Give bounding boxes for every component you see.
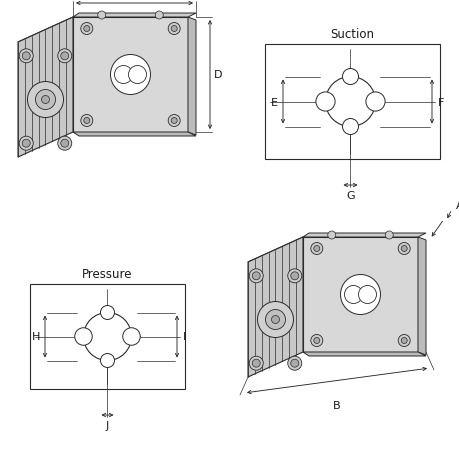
Text: A: A [455,201,459,211]
Polygon shape [302,352,425,356]
Bar [264,45,439,160]
Circle shape [123,328,140,346]
Circle shape [325,77,375,127]
Circle shape [313,246,319,252]
Circle shape [19,137,33,151]
Circle shape [365,93,384,112]
Text: Pressure: Pressure [82,268,133,281]
Circle shape [287,269,301,283]
Circle shape [41,96,50,104]
Text: C: C [130,0,138,1]
Circle shape [84,313,131,361]
Circle shape [315,93,334,112]
Circle shape [327,231,335,240]
Polygon shape [417,237,425,355]
Polygon shape [247,237,417,263]
Circle shape [252,272,260,280]
Polygon shape [73,14,196,18]
Circle shape [114,67,132,84]
Circle shape [22,53,30,61]
Text: B: B [332,400,340,410]
Circle shape [100,354,114,368]
Text: F: F [437,97,443,107]
Polygon shape [73,18,188,133]
Circle shape [22,140,30,148]
Circle shape [252,359,260,367]
Circle shape [171,118,177,124]
Text: D: D [213,70,222,80]
Circle shape [84,118,90,124]
Circle shape [290,272,298,280]
Circle shape [81,115,93,127]
Circle shape [340,275,380,315]
Circle shape [81,23,93,35]
Circle shape [249,269,263,283]
Polygon shape [18,18,188,43]
Circle shape [84,27,90,33]
Circle shape [28,82,63,118]
Circle shape [265,310,285,330]
Circle shape [128,67,146,84]
Polygon shape [302,234,425,237]
Circle shape [358,286,375,304]
Circle shape [19,50,33,64]
Circle shape [310,335,322,347]
Circle shape [397,335,409,347]
Polygon shape [18,18,73,157]
Text: J: J [106,420,109,430]
Circle shape [400,246,406,252]
Text: H: H [32,332,40,342]
Circle shape [290,359,298,367]
Text: Suction: Suction [330,28,374,41]
Polygon shape [247,237,302,377]
Circle shape [385,231,392,240]
Circle shape [271,316,279,324]
Bar [30,285,185,389]
Circle shape [313,338,319,344]
Circle shape [342,119,358,135]
Text: I: I [183,332,186,342]
Circle shape [342,69,358,85]
Circle shape [257,302,293,338]
Circle shape [344,286,362,304]
Circle shape [310,243,322,255]
Circle shape [168,23,180,35]
Circle shape [249,357,263,370]
Circle shape [168,115,180,127]
Circle shape [98,12,106,20]
Circle shape [400,338,406,344]
Polygon shape [188,18,196,136]
Circle shape [287,357,301,370]
Circle shape [397,243,409,255]
Circle shape [58,137,72,151]
Text: G: G [346,190,354,201]
Circle shape [74,328,92,346]
Text: E: E [270,97,277,107]
Circle shape [61,140,68,148]
Circle shape [155,12,163,20]
Circle shape [58,50,72,64]
Polygon shape [73,133,196,137]
Circle shape [61,53,68,61]
Polygon shape [302,237,417,352]
Circle shape [110,56,150,95]
Circle shape [35,90,56,110]
Circle shape [100,306,114,320]
Circle shape [171,27,177,33]
